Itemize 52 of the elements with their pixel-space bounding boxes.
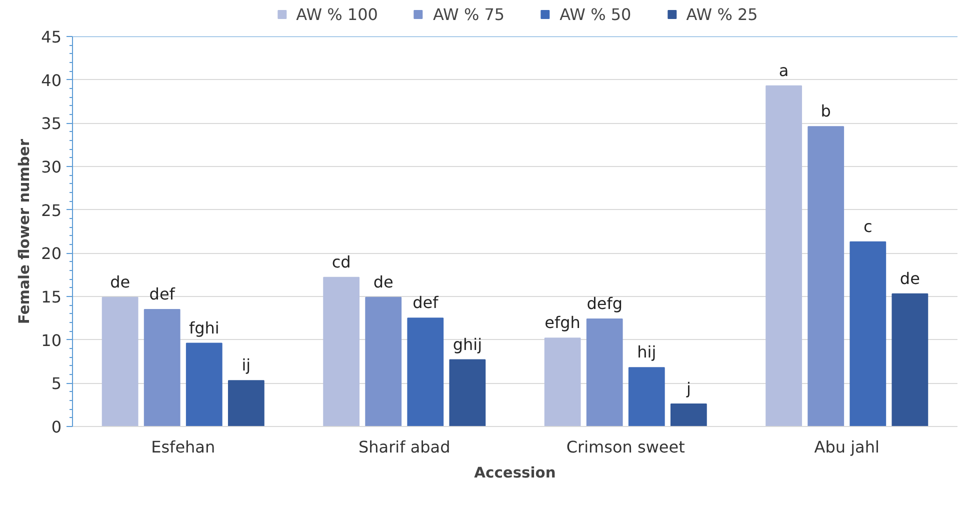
data-label: de bbox=[900, 268, 920, 288]
x-tick-label: Esfehan bbox=[151, 438, 216, 456]
data-label: def bbox=[149, 284, 176, 304]
data-label: a bbox=[778, 60, 789, 80]
y-tick-label: 35 bbox=[41, 114, 62, 134]
data-label: def bbox=[412, 293, 439, 312]
bar bbox=[407, 318, 444, 426]
data-label: j bbox=[685, 378, 691, 398]
x-tick-label: Sharif abad bbox=[358, 438, 450, 456]
data-label: de bbox=[373, 272, 394, 292]
bar bbox=[628, 367, 665, 426]
bar bbox=[586, 318, 623, 426]
data-label: de bbox=[110, 272, 130, 292]
data-label: efgh bbox=[544, 313, 580, 332]
bar bbox=[766, 85, 802, 426]
legend-label: AW % 75 bbox=[432, 4, 505, 24]
data-label: ghij bbox=[452, 334, 482, 354]
bar bbox=[365, 296, 402, 426]
x-axis-title: Accession bbox=[474, 464, 556, 482]
y-tick-label: 15 bbox=[41, 288, 62, 306]
y-tick-label: 25 bbox=[41, 200, 62, 220]
y-tick-label: 0 bbox=[51, 418, 62, 436]
y-tick-label: 45 bbox=[41, 28, 62, 46]
y-tick-label: 5 bbox=[51, 374, 62, 394]
legend-label: AW % 100 bbox=[296, 4, 378, 24]
data-label: hij bbox=[637, 342, 656, 362]
data-label: cd bbox=[332, 252, 351, 272]
data-label: fghi bbox=[188, 318, 220, 338]
y-tick-label: 20 bbox=[41, 244, 62, 264]
bar bbox=[892, 293, 928, 426]
y-tick-label: 40 bbox=[41, 70, 62, 90]
data-label: ij bbox=[242, 356, 251, 375]
bar bbox=[449, 359, 486, 426]
bar bbox=[544, 338, 581, 426]
data-label: defg bbox=[586, 294, 623, 314]
y-tick-label: 30 bbox=[41, 158, 62, 176]
y-axis-title: Female flower number bbox=[16, 138, 34, 324]
bar bbox=[670, 403, 707, 426]
bar bbox=[323, 276, 360, 426]
legend-label: AW % 50 bbox=[560, 4, 632, 24]
data-label: b bbox=[820, 102, 831, 121]
x-tick-label: Crimson sweet bbox=[566, 438, 685, 456]
bar bbox=[102, 296, 138, 426]
bar bbox=[144, 309, 180, 426]
bar bbox=[186, 342, 222, 426]
y-tick-label: 10 bbox=[41, 330, 62, 350]
bar bbox=[850, 241, 886, 426]
x-tick-label: Abu jahl bbox=[814, 438, 880, 456]
legend-label: AW % 25 bbox=[686, 4, 758, 24]
bar bbox=[228, 380, 264, 426]
data-label: c bbox=[863, 216, 872, 236]
bar bbox=[808, 126, 844, 426]
